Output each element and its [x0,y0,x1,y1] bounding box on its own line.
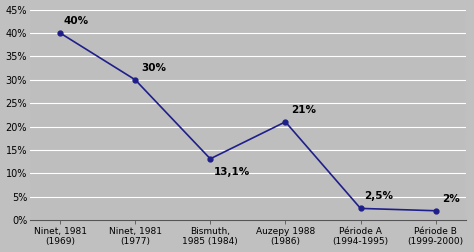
Text: 30%: 30% [141,63,166,73]
Text: 2,5%: 2,5% [365,191,393,201]
Text: 21%: 21% [292,105,317,115]
Text: 2%: 2% [442,194,459,204]
Text: 40%: 40% [64,16,89,26]
Text: 13,1%: 13,1% [214,167,250,177]
